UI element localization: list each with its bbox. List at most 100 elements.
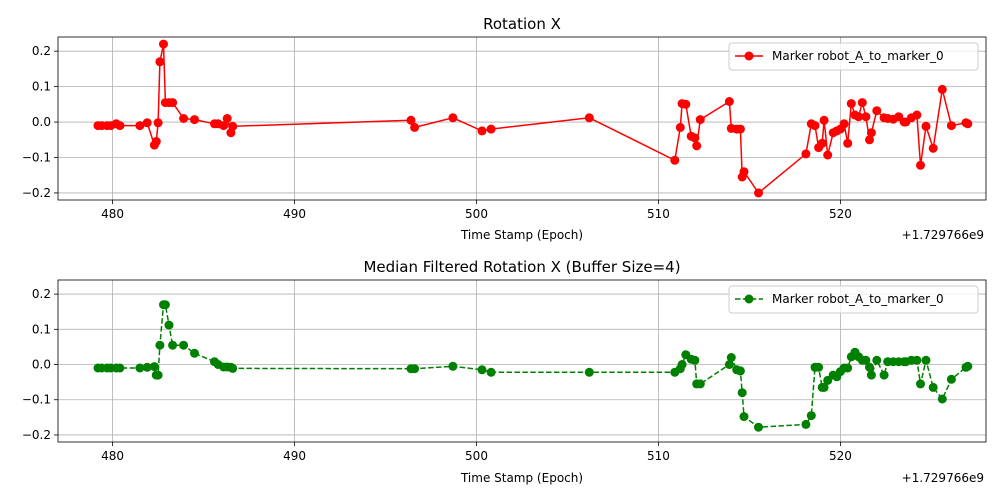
y-tick-label: 0.1 [32, 322, 51, 336]
data-point [843, 138, 853, 148]
data-point [115, 363, 125, 373]
y-tick-label: −0.2 [22, 186, 51, 200]
x-tick-label: 480 [101, 207, 124, 221]
series-layer [93, 300, 973, 432]
data-point [142, 362, 152, 372]
data-point [801, 149, 811, 159]
data-point [228, 363, 238, 373]
data-point [921, 355, 931, 365]
data-point [584, 367, 594, 377]
chart-title: Rotation X [483, 15, 561, 33]
chart-title: Median Filtered Rotation X (Buffer Size=… [363, 258, 680, 276]
data-point [115, 121, 125, 131]
data-point [754, 422, 763, 432]
data-point [486, 367, 496, 377]
rotation-x-chart: Rotation X 480 490 500 510 520 −0.2 −0.1 0.0 0.… [22, 15, 987, 242]
data-point [739, 412, 749, 422]
data-point [912, 110, 922, 120]
data-point [675, 122, 685, 132]
data-point [823, 150, 833, 160]
data-point [739, 167, 749, 177]
x-axis-ticks: 480 490 500 510 520 [101, 442, 852, 463]
data-point [692, 141, 702, 151]
data-point [963, 119, 973, 129]
data-point [843, 363, 853, 373]
data-point [155, 57, 165, 67]
y-tick-label: 0.2 [32, 287, 51, 301]
data-point [677, 360, 687, 369]
data-point [410, 122, 420, 132]
legend-label: Marker robot_A_to_marker_0 [772, 49, 944, 63]
x-tick-label: 490 [283, 449, 306, 463]
data-point [190, 115, 199, 125]
data-point [866, 370, 876, 380]
data-point [879, 370, 889, 380]
data-point [916, 160, 925, 170]
data-point [448, 361, 458, 371]
data-point [854, 112, 864, 122]
data-point [814, 362, 824, 372]
y-axis-ticks: −0.2 −0.1 0.0 0.1 0.2 [22, 44, 58, 200]
data-point [670, 155, 680, 165]
data-point [916, 379, 925, 389]
data-point [865, 135, 874, 145]
x-tick-label: 500 [465, 449, 488, 463]
y-tick-label: 0.0 [32, 358, 51, 372]
data-point [406, 115, 416, 125]
data-point [477, 365, 487, 375]
x-tick-label: 490 [283, 207, 306, 221]
data-point [946, 121, 956, 131]
data-point [861, 355, 871, 365]
legend-marker [744, 294, 754, 304]
legend-label: Marker robot_A_to_marker_0 [772, 292, 944, 306]
data-point [149, 362, 159, 372]
data-point [866, 128, 876, 138]
grid-lines [58, 280, 986, 442]
data-point [817, 138, 827, 148]
data-point [153, 370, 163, 380]
data-point [857, 98, 867, 108]
x-axis-label: Time Stamp (Epoch) [460, 471, 583, 485]
y-axis-ticks: −0.2 −0.1 0.0 0.1 0.2 [22, 287, 58, 442]
data-point [690, 355, 700, 365]
data-point [190, 348, 199, 358]
data-point [819, 382, 829, 392]
data-point [726, 353, 736, 362]
median-filtered-rotation-x-chart: Median Filtered Rotation X (Buffer Size=… [22, 258, 987, 485]
x-tick-label: 480 [101, 449, 124, 463]
data-point [846, 99, 856, 109]
data-point [179, 340, 189, 350]
legend-box [728, 42, 979, 71]
x-axis-ticks: 480 490 500 510 520 [101, 200, 852, 221]
x-tick-label: 510 [647, 207, 670, 221]
x-tick-label: 500 [465, 207, 488, 221]
x-tick-label: 520 [829, 449, 852, 463]
data-point [695, 379, 705, 389]
data-point [801, 419, 811, 429]
data-point [872, 106, 882, 116]
y-tick-label: 0.1 [32, 80, 51, 94]
x-axis-label: Time Stamp (Epoch) [460, 228, 583, 242]
data-point [410, 364, 420, 374]
data-point [153, 118, 163, 128]
data-point [681, 99, 691, 109]
x-axis-offset-label: +1.729766e9 [902, 228, 984, 242]
data-point [448, 113, 458, 123]
y-tick-label: 0.2 [32, 44, 51, 58]
data-point [928, 143, 938, 153]
legend: Marker robot_A_to_marker_0 [728, 285, 979, 314]
series-layer [93, 39, 973, 198]
x-tick-label: 520 [829, 207, 852, 221]
plot-frame [57, 36, 987, 201]
data-point [912, 355, 922, 365]
data-point [477, 126, 487, 136]
data-point [839, 119, 849, 129]
data-point [142, 118, 152, 128]
data-point [160, 300, 170, 310]
data-point [946, 374, 956, 384]
data-point [151, 137, 161, 146]
y-tick-label: −0.1 [22, 393, 51, 407]
data-point [219, 121, 229, 131]
data-point [735, 124, 745, 134]
